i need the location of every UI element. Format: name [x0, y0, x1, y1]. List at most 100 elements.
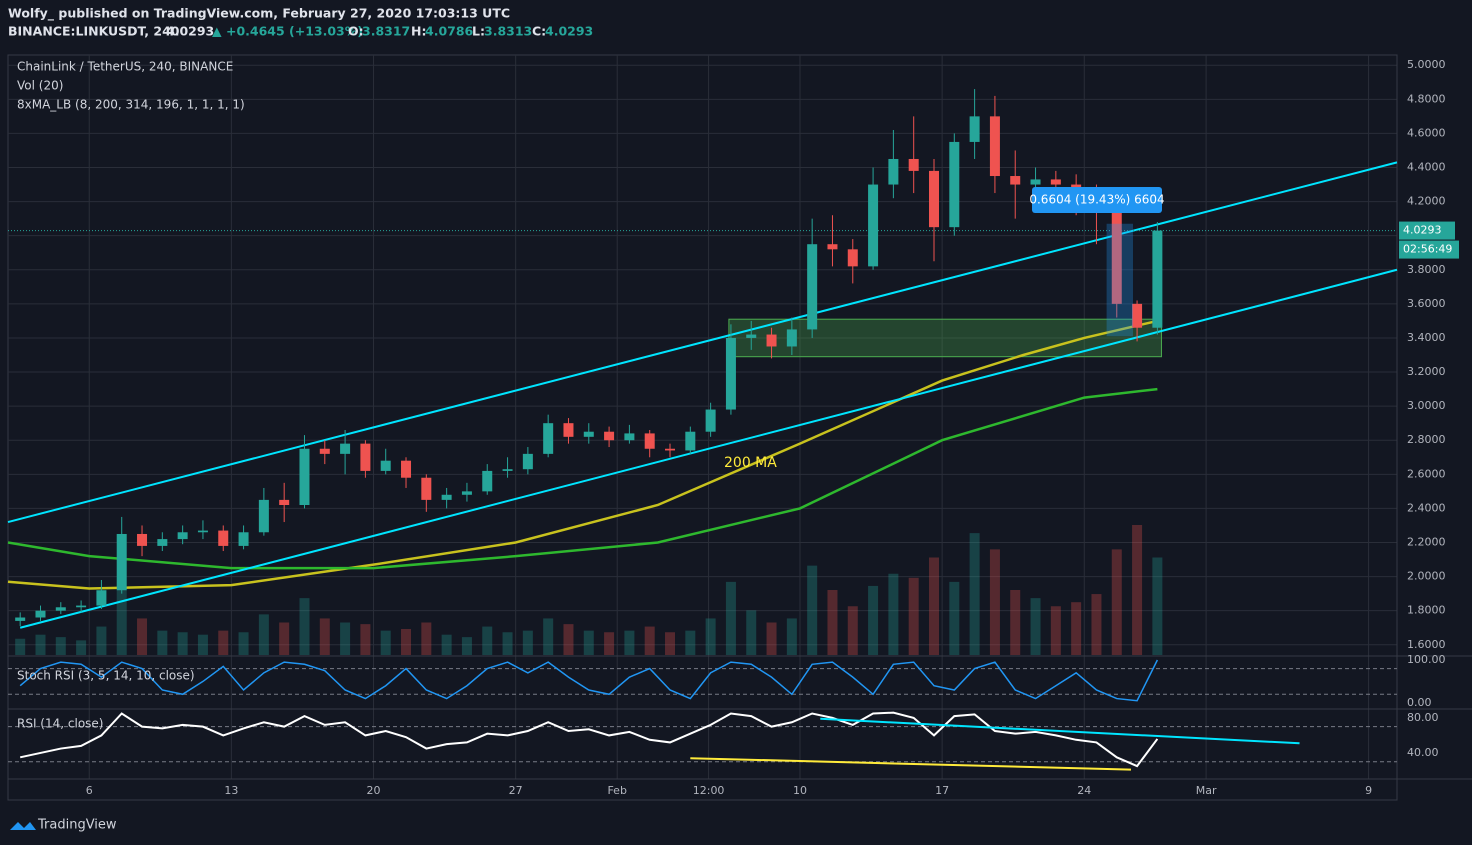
volume-bar	[644, 626, 655, 655]
close: 4.0293	[545, 24, 593, 39]
volume-bar	[340, 622, 351, 655]
volume-bar	[116, 590, 127, 655]
y-tick-label: 2.8000	[1407, 433, 1446, 446]
candle-body	[76, 605, 87, 608]
channel-line	[7, 161, 1398, 524]
candle-body	[969, 116, 980, 142]
x-tick-label: 27	[509, 784, 523, 797]
measure-label-box	[1032, 187, 1162, 213]
candle-body	[15, 617, 26, 621]
volume-bar	[380, 630, 391, 655]
volume-bar	[35, 634, 46, 655]
y-tick-label: 4.8000	[1407, 92, 1446, 105]
y-tick-label: 4.4000	[1407, 161, 1446, 174]
y-tick-label: 3.2000	[1407, 365, 1446, 378]
y-tick-label: 2.2000	[1407, 536, 1446, 549]
candle-body	[1132, 303, 1143, 328]
y-tick-label: 100.00	[1407, 653, 1446, 666]
volume-bar	[725, 581, 736, 655]
candle-body	[1010, 176, 1021, 185]
candle-body	[502, 469, 513, 471]
plot-layer: 1.6000 1.8000 2.0000 2.2000 2.4000 2.6000 2.80…	[7, 55, 1472, 800]
candle-body	[522, 453, 533, 470]
volume-bar	[1132, 525, 1143, 655]
stoch-line	[19, 659, 1159, 702]
change: ▲ +0.4645 (+13.03%)	[212, 24, 363, 39]
legend-ma: 8xMA_LB (8, 200, 314, 196, 1, 1, 1, 1)	[17, 98, 245, 112]
volume-bar	[441, 634, 452, 655]
volume-bar	[76, 640, 87, 655]
volume-bar	[502, 632, 513, 655]
legend-symbol: ChainLink / TetherUS, 240, BINANCE	[17, 60, 233, 74]
candle-body	[96, 590, 107, 606]
candle-body	[1111, 210, 1122, 304]
price-tag-text: 4.0293	[1403, 224, 1442, 237]
volume-bar	[137, 618, 148, 655]
l-label: L:	[472, 24, 485, 39]
candle-body	[624, 433, 635, 441]
volume-bar	[157, 630, 168, 655]
stoch-title: Stoch RSI (3, 5, 14, 10, close)	[17, 669, 195, 683]
candle-body	[137, 533, 148, 546]
candle-body	[218, 530, 229, 546]
candle-body	[868, 184, 879, 267]
x-tick-label: 17	[935, 784, 949, 797]
y-tick-label: 0.00	[1407, 696, 1432, 709]
x-tick-label: 12:00	[693, 784, 725, 797]
x-tick-label: 9	[1365, 784, 1372, 797]
candle-body	[786, 329, 797, 347]
candle-body	[157, 539, 168, 546]
y-tick-label: 40.00	[1407, 746, 1439, 759]
candle-body	[279, 499, 290, 505]
open: 3.8317	[362, 24, 410, 39]
candle-body	[888, 158, 899, 185]
candle-body	[401, 460, 412, 478]
candle-body	[725, 337, 736, 410]
volume-bar	[96, 626, 107, 655]
candle-body	[421, 477, 432, 500]
volume-bar	[401, 629, 412, 655]
candle-body	[705, 409, 716, 432]
candle-body	[482, 470, 493, 492]
candle-body	[583, 431, 594, 437]
candle-body	[685, 431, 696, 451]
measure-box	[1106, 223, 1134, 337]
volume-bar	[888, 573, 899, 655]
x-tick-label: 24	[1077, 784, 1091, 797]
candle-body	[55, 607, 66, 611]
volume-bar	[929, 557, 939, 655]
volume-bar	[238, 632, 249, 655]
volume-bar	[421, 622, 432, 655]
candle-body	[807, 244, 818, 330]
candle-body	[177, 532, 188, 540]
volume-bar	[15, 638, 26, 655]
candle-body	[197, 530, 208, 533]
h-label: H:	[411, 24, 426, 39]
candle-body	[238, 532, 249, 546]
candle-body	[644, 433, 655, 449]
x-tick-label: 13	[224, 784, 238, 797]
y-tick-label: 3.8000	[1407, 263, 1446, 276]
x-tick-label: 20	[367, 784, 381, 797]
volume-bar	[807, 565, 818, 655]
volume-bar	[868, 585, 879, 655]
candle-body	[908, 158, 919, 171]
volume-bar	[1071, 602, 1082, 655]
y-tick-label: 2.4000	[1407, 501, 1446, 514]
y-tick-label: 3.6000	[1407, 297, 1446, 310]
volume-bar	[197, 634, 208, 655]
volume-bar	[989, 549, 1000, 655]
candle-body	[665, 448, 676, 451]
volume-bar	[258, 614, 269, 655]
moving-average	[7, 387, 1158, 570]
volume-bar	[1152, 557, 1163, 655]
y-tick-label: 1.8000	[1407, 604, 1446, 617]
volume-bar	[279, 622, 290, 655]
volume-bar	[522, 630, 533, 655]
y-tick-label: 4.6000	[1407, 126, 1446, 139]
volume-bar	[908, 577, 919, 655]
high: 4.0786	[425, 24, 474, 39]
candle-body	[746, 334, 757, 338]
